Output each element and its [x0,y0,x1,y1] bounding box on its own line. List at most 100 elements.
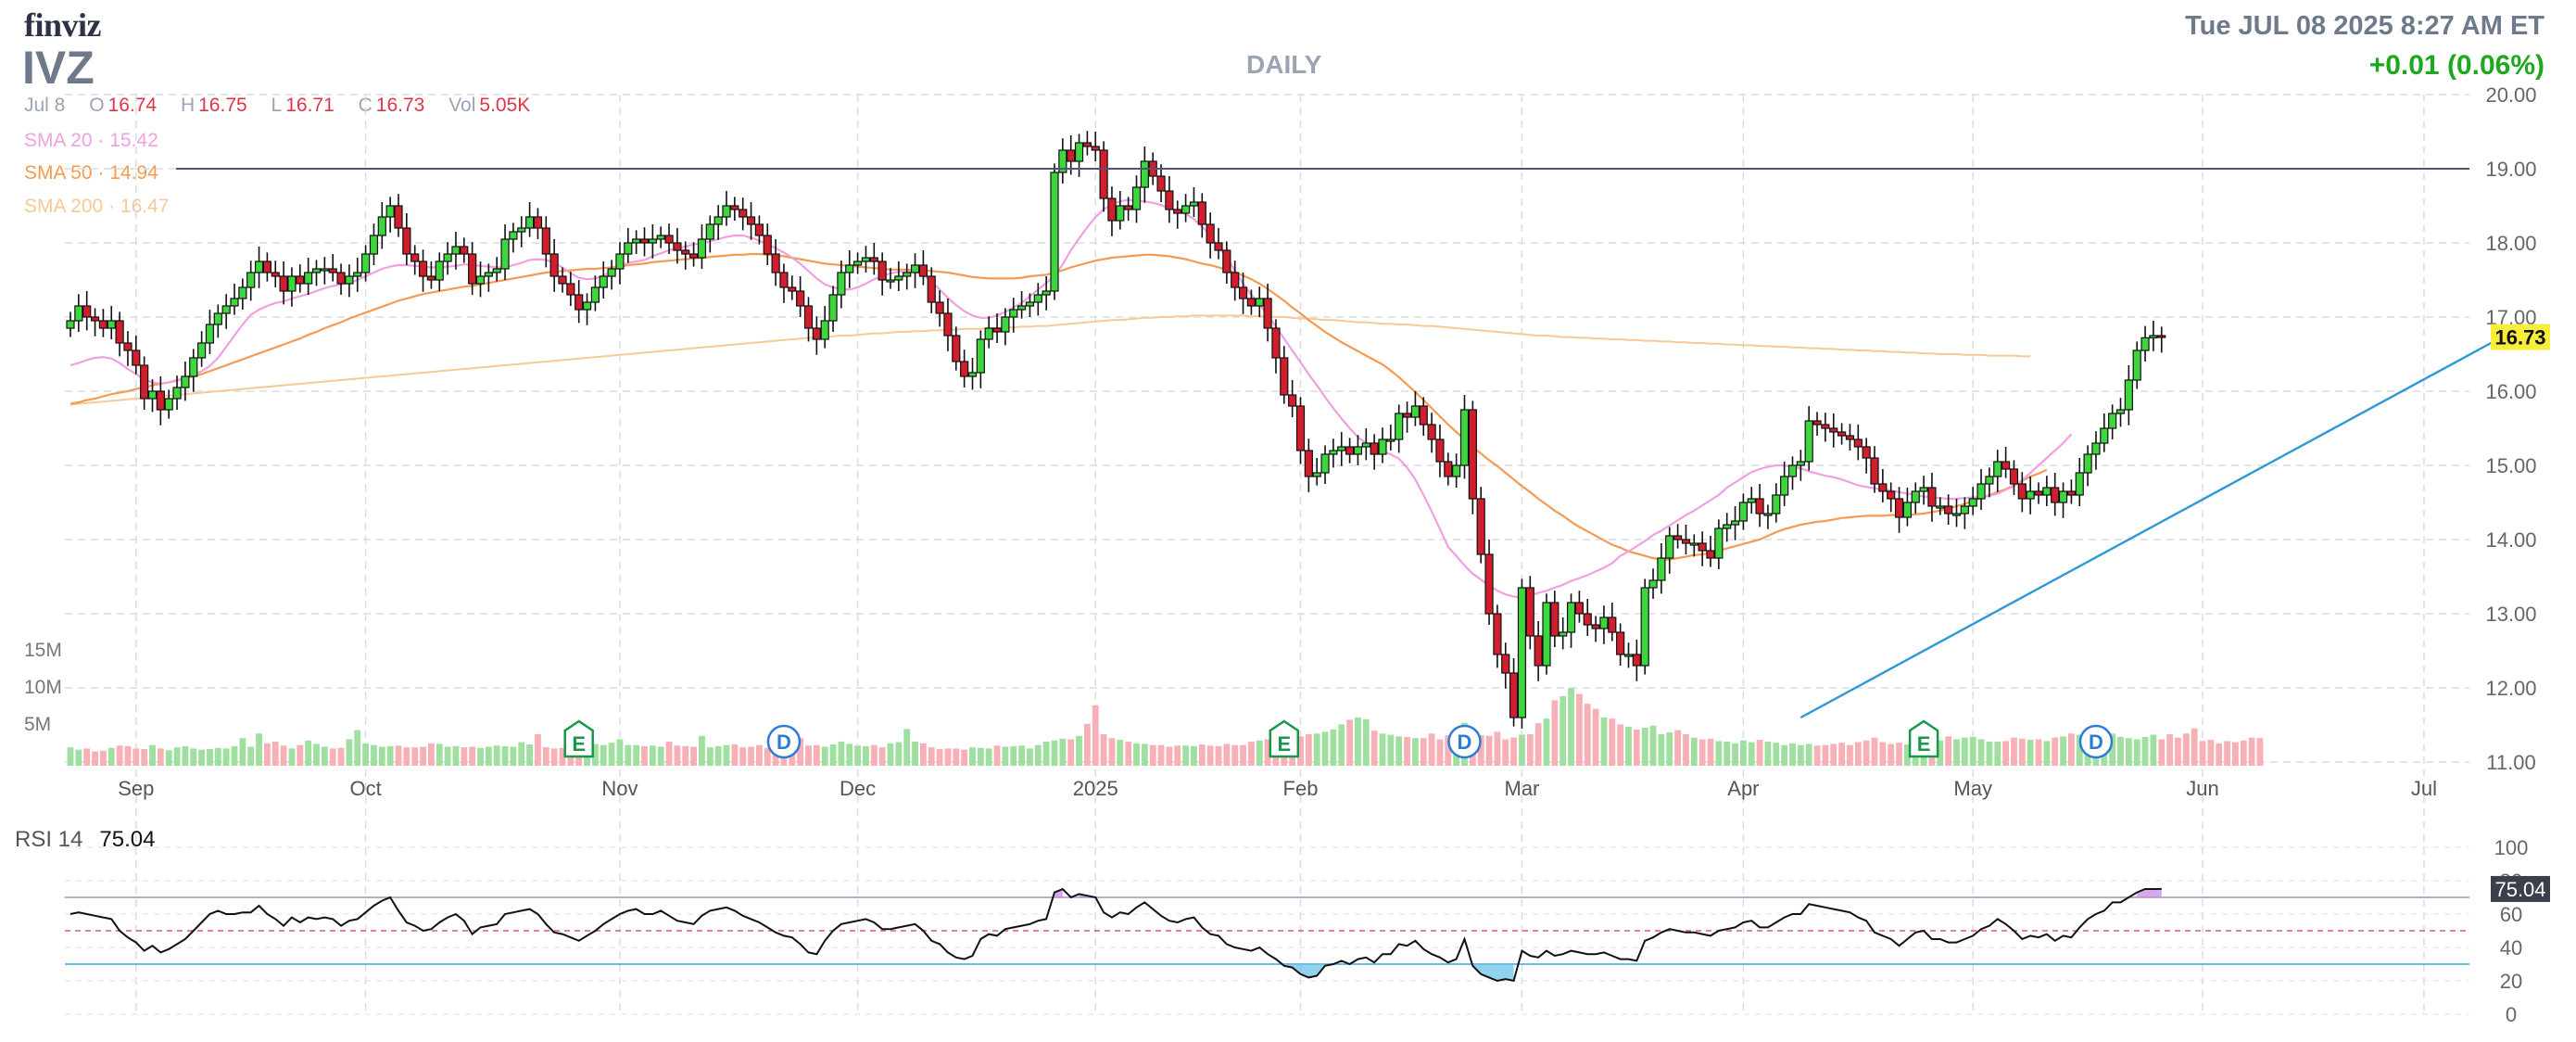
candle-down [1304,450,1313,477]
candle-up [509,231,518,240]
candle-up [1189,201,1199,207]
candle-up [1353,446,1363,455]
month-label: Jun [2186,777,2218,800]
volume-bar [608,743,615,766]
candle-up [967,372,978,377]
price-tag-bg [2491,324,2550,350]
volume-bar [231,745,238,766]
volume-bar [1117,740,1124,766]
rsi-line [69,887,2162,983]
candle-down [2157,335,2166,338]
candle-down [1288,394,1297,407]
candle-up [828,294,838,322]
volume-bar [895,742,903,766]
volume-bar [2109,733,2116,766]
volume-bar [1240,744,1246,766]
volume-bar [1510,737,1517,766]
rsi-value-tag: 75.04 [2494,878,2545,901]
candle-down [1246,298,1256,307]
volume-bar [1485,735,1493,766]
volume-bar [1387,734,1395,766]
volume-bar [813,744,820,766]
candle-down [1673,535,1683,540]
volume-bar [239,738,246,766]
month-label: Oct [349,777,381,800]
candle-down [328,268,337,273]
candle-down [2001,461,2011,470]
volume-bar [887,743,894,766]
volume-bar [1010,745,1017,766]
volume-value: 5.05K [479,95,531,116]
volume-axis-5m: 5M [24,714,52,735]
candle-down [1894,498,1904,518]
volume-bar [313,743,320,766]
volume-bar [2002,741,2009,766]
candle-down [1878,483,1888,492]
low-label: L [271,95,283,116]
volume-bar [625,744,632,766]
volume-bar [2216,743,2223,766]
volume-bar [1986,741,1993,766]
candle-up [2149,335,2158,339]
candle-down [1944,505,1953,515]
volume-bar [1748,742,1755,766]
candle-down [279,275,288,292]
volume-bar [378,746,385,766]
volume-bar [977,747,984,766]
volume-bar [1355,717,1361,766]
candle-down [1067,149,1076,162]
sma200-line [69,314,2031,406]
sma200-legend[interactable]: SMA 200 · 16.47 [24,196,170,217]
volume-bar [1879,742,1887,766]
volume-bar [1502,739,1509,766]
candle-down [1755,498,1764,515]
sma50-legend[interactable]: SMA 50 · 14.94 [24,162,158,184]
candle-down [746,216,756,225]
volume-bar [1051,740,1058,766]
candle-up [451,246,461,255]
candle-down [1681,539,1691,544]
candle-up [1542,602,1551,667]
candle-up [492,268,501,273]
candle-up [599,275,608,288]
candle-down [1345,446,1355,455]
dividend-marker-label: D [1458,731,1472,754]
volume-bar [436,743,443,766]
sma20-legend[interactable]: SMA 20 · 15.42 [24,130,158,151]
volume-bar [2182,733,2190,766]
volume-bar [936,749,943,766]
candle-down [1238,286,1248,299]
dividend-marker-label: D [777,731,791,754]
candle-up [1772,494,1781,515]
close-value: 16.73 [375,95,425,116]
volume-bar [870,744,878,766]
volume-bar [67,747,74,766]
volume-bar [1534,723,1542,766]
candle-up [1985,476,1994,485]
candle-down [394,205,403,229]
volume-bar [1871,737,1878,766]
volume-bar [2068,733,2075,766]
candle-down [1099,149,1108,199]
candle-up [1689,542,1698,546]
volume-bar [1264,739,1271,766]
candle-down [1870,457,1879,485]
volume-bar [1256,740,1263,766]
finviz-logo[interactable]: finviz [24,6,102,44]
volume-bar [1420,738,1427,766]
candle-up [287,275,297,292]
candle-up [582,301,592,311]
period-label[interactable]: DAILY [1246,50,1322,79]
candle-down [796,290,805,307]
sma50-line [69,252,2048,561]
volume-bar [714,745,722,766]
volume-bar [2232,742,2239,766]
volume-bar [354,730,361,766]
volume-bar [477,747,484,766]
candle-up [1968,498,1977,507]
candle-up [590,286,600,303]
candle-up [1386,438,1395,442]
volume-bar [1404,737,1410,766]
volume-bar [797,738,804,766]
